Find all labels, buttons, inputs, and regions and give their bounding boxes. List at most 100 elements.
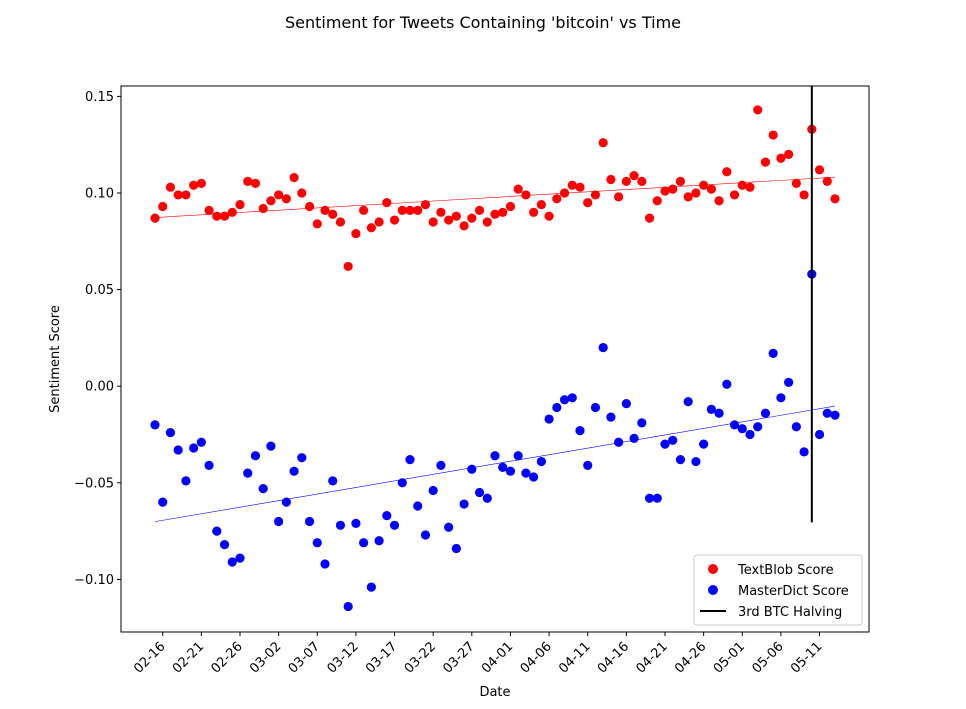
masterdict-point [181, 476, 191, 486]
textblob-point [204, 205, 214, 215]
masterdict-point [513, 451, 523, 461]
x-tick-label: 04-16 [595, 639, 632, 676]
textblob-point [366, 223, 376, 233]
masterdict-point [699, 439, 709, 449]
x-tick-label: 03-17 [363, 639, 400, 676]
chart-title: Sentiment for Tweets Containing 'bitcoin… [285, 13, 681, 32]
masterdict-point [189, 443, 199, 453]
textblob-point [691, 188, 701, 198]
textblob-point [614, 192, 624, 202]
masterdict-point [760, 408, 771, 418]
textblob-point [328, 209, 338, 219]
masterdict-point [320, 559, 330, 569]
textblob-point [753, 105, 763, 115]
masterdict-point [606, 412, 616, 422]
trend-lines [154, 176, 836, 522]
masterdict-point [274, 516, 284, 527]
y-tick-label: 0.15 [85, 90, 114, 105]
textblob-point [212, 211, 222, 221]
x-tick-label: 05-06 [749, 639, 786, 676]
masterdict-point [737, 424, 747, 434]
masterdict-point [467, 464, 477, 474]
textblob-point [158, 201, 168, 212]
textblob-point [675, 176, 686, 187]
masterdict-point [776, 393, 786, 403]
masterdict-point [784, 377, 794, 387]
masterdict-point [405, 455, 415, 465]
masterdict-point [173, 445, 183, 455]
textblob-trend-line [154, 176, 836, 218]
textblob-point [784, 149, 794, 159]
textblob-point [706, 184, 716, 194]
textblob-point [830, 194, 840, 204]
masterdict-point [258, 483, 268, 494]
masterdict-point [243, 468, 253, 478]
textblob-point [181, 190, 191, 200]
masterdict-point [567, 393, 577, 403]
masterdict-point [799, 447, 809, 457]
masterdict-point [814, 429, 825, 440]
y-axis-title: Sentiment Score [48, 305, 63, 413]
masterdict-point [459, 499, 469, 509]
masterdict-point [397, 478, 407, 488]
textblob-point [312, 219, 322, 229]
textblob-point [637, 176, 647, 187]
textblob-point [513, 184, 523, 194]
masterdict-point [389, 520, 400, 530]
masterdict-point [436, 460, 446, 471]
textblob-point [374, 217, 384, 227]
masterdict-point [212, 526, 222, 536]
masterdict-point [714, 408, 724, 418]
y-tick-label: −0.05 [74, 476, 114, 491]
masterdict-point [652, 493, 662, 503]
textblob-point [505, 201, 516, 212]
masterdict-point [359, 538, 369, 548]
textblob-point [250, 178, 261, 188]
x-tick-label: 04-06 [518, 639, 555, 676]
textblob-point [420, 199, 431, 210]
masterdict-point [706, 404, 716, 414]
textblob-point [451, 211, 461, 221]
x-tick-label: 03-22 [402, 639, 439, 676]
textblob-point [559, 188, 570, 198]
textblob-point [389, 215, 400, 225]
textblob-point [235, 199, 245, 210]
masterdict-point [830, 410, 840, 420]
masterdict-point [351, 518, 361, 528]
masterdict-point [675, 455, 686, 465]
textblob-point [436, 207, 446, 217]
textblob-point [474, 205, 485, 215]
textblob-point [699, 180, 709, 190]
x-tick-label: 03-02 [247, 639, 284, 676]
masterdict-point [312, 538, 322, 548]
textblob-point [652, 196, 662, 206]
textblob-point [606, 174, 616, 185]
masterdict-point [196, 437, 206, 447]
textblob-point [737, 180, 747, 190]
masterdict-point [729, 420, 740, 430]
masterdict-point [598, 342, 608, 353]
textblob-point [668, 184, 678, 194]
masterdict-point [590, 402, 601, 413]
masterdict-point [583, 460, 593, 471]
textblob-point [621, 176, 631, 187]
masterdict-point [722, 379, 732, 389]
textblob-point [683, 192, 693, 202]
masterdict-point [482, 493, 492, 503]
x-tick-label: 04-01 [479, 639, 516, 676]
masterdict-point [451, 543, 461, 554]
masterdict-point [683, 397, 693, 407]
y-tick-label: 0.00 [85, 380, 114, 395]
x-tick-label: 04-21 [634, 639, 671, 676]
textblob-point [714, 196, 724, 206]
masterdict-point [420, 530, 431, 540]
textblob-point [567, 180, 577, 190]
textblob-point [459, 221, 469, 231]
masterdict-point [490, 451, 500, 461]
textblob-point [490, 209, 500, 219]
textblob-point [529, 207, 539, 217]
textblob-point [799, 190, 809, 200]
textblob-point [467, 213, 477, 223]
masterdict-point [165, 427, 176, 438]
masterdict-point [529, 472, 539, 482]
